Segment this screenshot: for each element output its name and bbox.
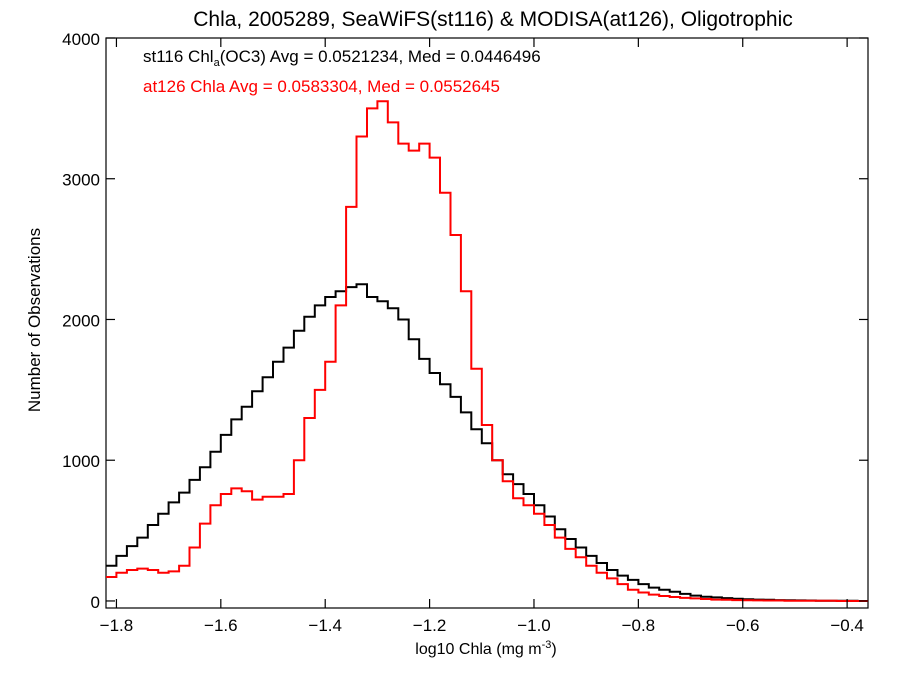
y-axis-label: Number of Observations	[25, 228, 44, 412]
x-tick-label: −0.4	[830, 616, 864, 635]
annotation-st116: st116 Chla(OC3) Avg = 0.0521234, Med = 0…	[143, 47, 541, 69]
plot-area-border	[105, 37, 869, 609]
y-axis-ticks: 0 1000 2000 3000 4000	[62, 30, 868, 612]
series-line-1	[106, 283, 868, 602]
y-tick-label: 4000	[62, 30, 100, 49]
chart-title: Chla, 2005289, SeaWiFS(st116) & MODISA(a…	[193, 8, 793, 31]
series-layer	[106, 100, 868, 602]
x-tick-label: −0.8	[622, 616, 656, 635]
chart-annotations: st116 Chla(OC3) Avg = 0.0521234, Med = 0…	[143, 47, 541, 96]
series-line-2	[106, 100, 868, 602]
y-tick-label: 1000	[62, 452, 100, 471]
x-axis-label: log10 Chla (mg m-3)	[415, 639, 556, 658]
y-tick-label: 3000	[62, 171, 100, 190]
x-tick-label: −1.4	[308, 616, 342, 635]
annotation-at126: at126 Chla Avg = 0.0583304, Med = 0.0552…	[143, 77, 500, 96]
x-tick-label: −0.6	[726, 616, 760, 635]
plot-frame	[105, 37, 869, 609]
x-tick-label: −1.0	[517, 616, 551, 635]
y-tick-label: 0	[91, 593, 100, 612]
x-tick-label: −1.2	[413, 616, 447, 635]
y-tick-label: 2000	[62, 311, 100, 330]
x-tick-label: −1.8	[100, 616, 134, 635]
x-axis-ticks: −1.8 −1.6 −1.4 −1.2 −1.0 −0.8 −0.6 −0.4	[100, 38, 864, 635]
x-tick-label: −1.6	[204, 616, 238, 635]
